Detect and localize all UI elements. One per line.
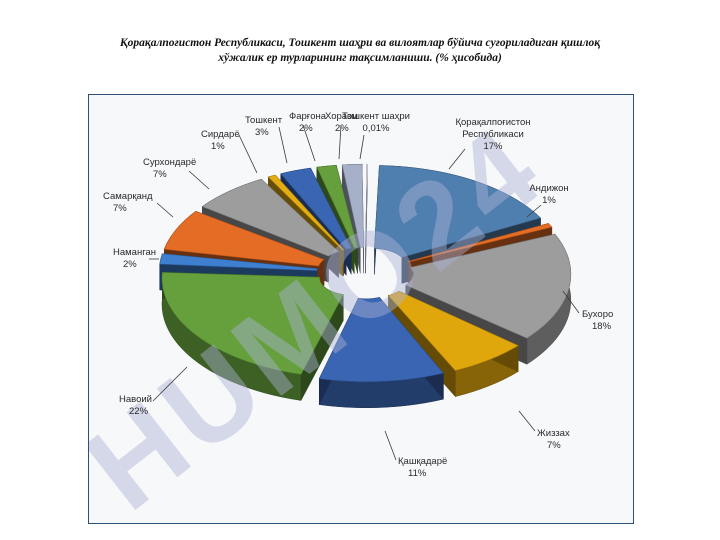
pie-label-value-1: 17% [483, 141, 503, 152]
leader-line-8 [156, 202, 174, 218]
leader-line-2 [526, 204, 542, 218]
pie-label-name-4: Жиззах [537, 428, 570, 439]
pie-label-name-8: Самарқанд [103, 191, 153, 202]
pie-slice-top-1 [374, 165, 542, 258]
pie-label-value-6: 22% [129, 406, 149, 417]
pie-label-name-12: Фарғона [289, 111, 327, 122]
pie-label-name-1: Қорақалпоғистон [455, 117, 530, 128]
pie-label-value-2: 1% [542, 195, 556, 206]
pie-label-value-7: 2% [123, 259, 137, 270]
pie-label-value-8: 7% [113, 203, 127, 214]
pie-slice-top-11 [280, 167, 352, 250]
pie-label-name-0: Тошкент шаҳри [342, 111, 410, 122]
leader-line-11 [278, 126, 288, 164]
pie-label-name-13: Хоразм [325, 111, 358, 122]
pie-label-name-11: Тошкент [245, 115, 283, 126]
pie-slice-top-0 [365, 163, 368, 248]
chart-title: Қорақалпоғистон Республикаси, Тошкент ша… [40, 36, 680, 66]
chart-title-line1: Қорақалпоғистон Республикаси, Тошкент ша… [119, 37, 601, 49]
pie-label-name-9: Сурхондарё [143, 157, 196, 168]
leader-line-3 [562, 290, 580, 314]
leader-line-4 [518, 410, 536, 432]
pie-chart: HUMO24 Тошкент шаҳри0,01%Қорақалпоғистон… [89, 100, 613, 525]
leader-line-10 [238, 134, 258, 174]
pie-slice-top-4 [387, 290, 519, 371]
pie-slice-top-2 [407, 223, 553, 263]
leader-line-1 [448, 148, 466, 170]
chart-area: HUMO24 Тошкент шаҳри 0,01% Қорақалпоғистон… [88, 94, 634, 525]
pie-label-name-2: Андижон [529, 183, 568, 194]
pie-slice-top-12 [316, 164, 359, 249]
pie-label-value-3: 18% [592, 321, 612, 332]
pie-label-name-10: Сирдарё [201, 129, 240, 140]
leader-line-9 [188, 170, 210, 190]
pie-label-value-9: 7% [153, 169, 167, 180]
pie-label-value-13: 2% [335, 123, 349, 134]
pie-label-value-4: 7% [547, 440, 561, 451]
pie-slice-top-8 [163, 210, 325, 267]
leader-line-5 [384, 430, 397, 461]
leader-line-13 [338, 124, 342, 160]
leader-line-6 [152, 366, 188, 402]
pie-label-name-3: Бухоро [582, 309, 613, 320]
pie-label-name-5: Қашқадарё [398, 456, 447, 467]
pie-tops [159, 163, 572, 383]
pie-slice-top-13 [341, 163, 364, 248]
pie-label-value-0: 0,01% [363, 123, 390, 134]
pie-slice-top-3 [405, 233, 572, 339]
pie-label-name-6: Навоий [119, 394, 152, 405]
chart-title-line2: хўжалик ер турларининг тақсимланиши. (% … [218, 52, 502, 64]
pie-label-value-11: 3% [255, 127, 269, 138]
pie-label-value-5: 11% [408, 468, 427, 479]
pie-slice-top-10 [267, 174, 345, 251]
pie-slice-top-9 [201, 178, 340, 257]
pie-label-value-12: 2% [299, 123, 313, 134]
pie-slice-top-6 [161, 272, 344, 375]
pie-label-name-1: Республикаси [462, 129, 524, 140]
pie-label-name-7: Наманган [113, 247, 156, 258]
pie-label-value-10: 1% [211, 141, 225, 152]
pie-slice-top-7 [159, 253, 318, 271]
leader-line-0 [359, 134, 365, 160]
leader-line-12 [302, 124, 316, 162]
pie-slice-top-5 [318, 296, 444, 383]
